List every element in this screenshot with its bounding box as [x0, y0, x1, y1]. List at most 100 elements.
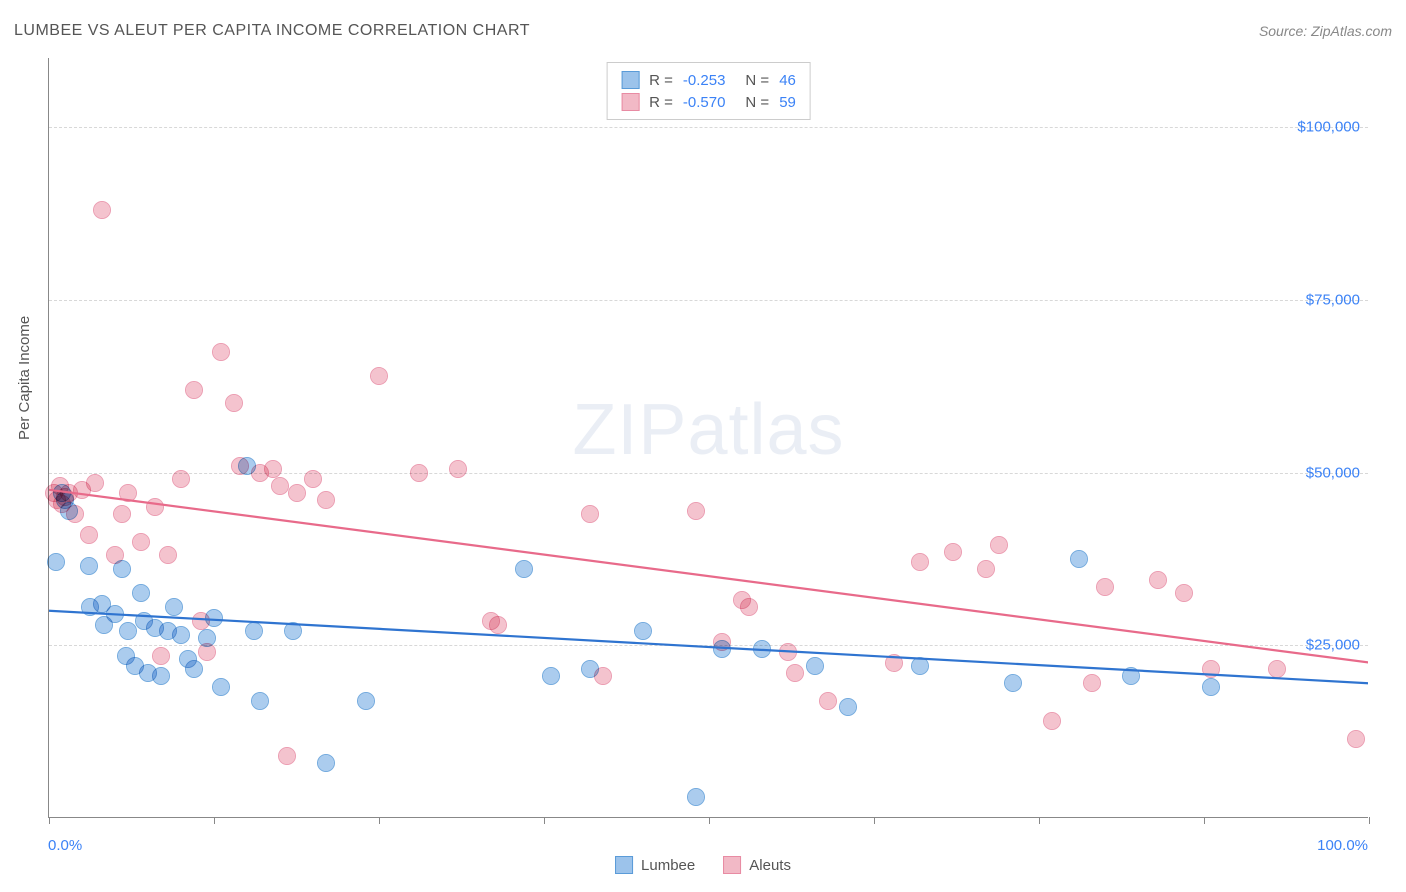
y-tick-label: $75,000 — [1306, 291, 1360, 308]
data-point — [515, 560, 533, 578]
data-point — [271, 477, 289, 495]
x-tick — [1369, 817, 1370, 824]
data-point — [1175, 584, 1193, 602]
chart-source: Source: ZipAtlas.com — [1259, 23, 1392, 39]
data-point — [251, 692, 269, 710]
data-point — [119, 622, 137, 640]
data-point — [779, 643, 797, 661]
x-tick — [1039, 817, 1040, 824]
x-tick — [379, 817, 380, 824]
legend-label: Aleuts — [749, 857, 791, 874]
data-point — [86, 474, 104, 492]
data-point — [542, 667, 560, 685]
data-point — [990, 536, 1008, 554]
data-point — [1004, 674, 1022, 692]
x-tick-label: 100.0% — [1317, 837, 1368, 854]
data-point — [977, 560, 995, 578]
stat-r-label: R = — [649, 94, 673, 111]
x-tick — [544, 817, 545, 824]
data-point — [786, 664, 804, 682]
y-axis-label: Per Capita Income — [16, 316, 33, 440]
y-tick-label: $50,000 — [1306, 464, 1360, 481]
data-point — [198, 643, 216, 661]
data-point — [264, 460, 282, 478]
stat-r-value: -0.253 — [683, 72, 726, 89]
data-point — [172, 470, 190, 488]
data-point — [1070, 550, 1088, 568]
data-point — [288, 484, 306, 502]
gridline — [49, 127, 1368, 128]
data-point — [370, 367, 388, 385]
data-point — [819, 692, 837, 710]
data-point — [1202, 660, 1220, 678]
data-point — [687, 788, 705, 806]
data-point — [839, 698, 857, 716]
data-point — [806, 657, 824, 675]
data-point — [1043, 712, 1061, 730]
x-tick — [1204, 817, 1205, 824]
stat-r-value: -0.570 — [683, 94, 726, 111]
stats-legend-row: R =-0.570N =59 — [621, 91, 796, 113]
data-point — [231, 457, 249, 475]
data-point — [159, 546, 177, 564]
data-point — [185, 381, 203, 399]
legend-swatch — [621, 93, 639, 111]
data-point — [1083, 674, 1101, 692]
data-point — [911, 553, 929, 571]
data-point — [687, 502, 705, 520]
data-point — [192, 612, 210, 630]
data-point — [245, 622, 263, 640]
data-point — [132, 584, 150, 602]
data-point — [713, 633, 731, 651]
data-point — [944, 543, 962, 561]
stat-n-value: 46 — [779, 72, 796, 89]
data-point — [80, 526, 98, 544]
y-tick-label: $25,000 — [1306, 637, 1360, 654]
data-point — [489, 616, 507, 634]
data-point — [165, 598, 183, 616]
stats-legend: R =-0.253N =46R =-0.570N =59 — [606, 62, 811, 120]
chart-title: LUMBEE VS ALEUT PER CAPITA INCOME CORREL… — [14, 22, 530, 40]
data-point — [284, 622, 302, 640]
legend-swatch — [621, 71, 639, 89]
stats-legend-row: R =-0.253N =46 — [621, 69, 796, 91]
data-point — [106, 605, 124, 623]
data-point — [66, 505, 84, 523]
data-point — [1096, 578, 1114, 596]
data-point — [1149, 571, 1167, 589]
data-point — [740, 598, 758, 616]
data-point — [132, 533, 150, 551]
x-tick — [709, 817, 710, 824]
data-point — [581, 505, 599, 523]
data-point — [594, 667, 612, 685]
gridline — [49, 300, 1368, 301]
gridline — [49, 645, 1368, 646]
data-point — [152, 647, 170, 665]
data-point — [172, 626, 190, 644]
legend-swatch — [615, 856, 633, 874]
data-point — [1268, 660, 1286, 678]
bottom-legend: Lumbee Aleuts — [615, 856, 791, 874]
data-point — [212, 678, 230, 696]
data-point — [753, 640, 771, 658]
data-point — [634, 622, 652, 640]
data-point — [317, 754, 335, 772]
chart-header: LUMBEE VS ALEUT PER CAPITA INCOME CORREL… — [14, 22, 1392, 40]
data-point — [317, 491, 335, 509]
legend-label: Lumbee — [641, 857, 695, 874]
plot-area: ZIPatlas $25,000 $50,000 $75,000 $100,000 R … — [48, 58, 1368, 818]
data-point — [1202, 678, 1220, 696]
x-tick — [49, 817, 50, 824]
data-point — [212, 343, 230, 361]
stat-n-label: N = — [745, 72, 769, 89]
watermark: ZIPatlas — [572, 388, 844, 470]
y-tick-label: $100,000 — [1297, 119, 1360, 136]
legend-item: Lumbee — [615, 856, 695, 874]
data-point — [146, 498, 164, 516]
data-point — [911, 657, 929, 675]
data-point — [410, 464, 428, 482]
data-point — [152, 667, 170, 685]
data-point — [225, 394, 243, 412]
x-tick — [874, 817, 875, 824]
data-point — [1347, 730, 1365, 748]
